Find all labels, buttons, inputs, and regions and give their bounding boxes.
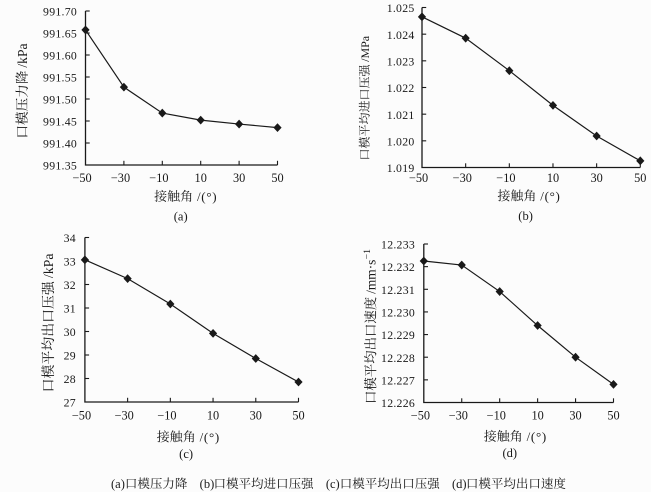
svg-text:32: 32 (64, 278, 76, 292)
svg-text:(a): (a) (111, 477, 125, 491)
svg-text:991.45: 991.45 (43, 115, 77, 129)
svg-text:1.021: 1.021 (387, 108, 415, 122)
svg-text:−30: −30 (111, 171, 130, 185)
svg-text:(a): (a) (174, 210, 188, 224)
svg-text:12.230: 12.230 (381, 306, 415, 320)
svg-text:30: 30 (64, 325, 76, 339)
svg-text:50: 50 (634, 171, 646, 185)
svg-text:50: 50 (607, 409, 619, 423)
svg-text:/(°): /(°) (527, 429, 547, 444)
svg-text:991.35: 991.35 (43, 159, 77, 173)
svg-text:28: 28 (64, 372, 76, 386)
svg-text:12.228: 12.228 (381, 351, 415, 365)
svg-text:−50: −50 (72, 409, 91, 423)
svg-text:30: 30 (590, 171, 602, 185)
svg-text:991.40: 991.40 (43, 137, 77, 151)
svg-text:10: 10 (531, 409, 543, 423)
svg-text:30: 30 (569, 409, 581, 423)
svg-text:−10: −10 (157, 409, 176, 423)
svg-text:(b): (b) (200, 477, 215, 491)
svg-text:−50: −50 (411, 409, 430, 423)
svg-text:/(°): /(°) (200, 429, 220, 444)
svg-text:12.231: 12.231 (381, 283, 415, 297)
svg-text:30: 30 (233, 171, 245, 185)
svg-text:12.232: 12.232 (381, 260, 415, 274)
svg-text:−30: −30 (449, 409, 468, 423)
svg-text:50: 50 (292, 409, 304, 423)
svg-text:−10: −10 (487, 409, 506, 423)
svg-text:1.020: 1.020 (387, 134, 415, 148)
svg-text:991.70: 991.70 (43, 5, 77, 19)
svg-text:1.024: 1.024 (387, 28, 415, 42)
svg-text:−10: −10 (149, 171, 168, 185)
svg-text:1.019: 1.019 (387, 161, 415, 175)
svg-text:(b): (b) (518, 209, 533, 223)
svg-text:−50: −50 (72, 171, 91, 185)
svg-text:−30: −30 (115, 409, 134, 423)
svg-text:/kPa: /kPa (15, 43, 30, 67)
svg-text:1.022: 1.022 (387, 81, 415, 95)
svg-text:−50: −50 (409, 171, 428, 185)
svg-text:29: 29 (64, 349, 76, 363)
svg-text:50: 50 (271, 171, 283, 185)
svg-text:−30: −30 (453, 171, 472, 185)
svg-text:12.227: 12.227 (381, 373, 415, 387)
svg-text:/kPa: /kPa (42, 253, 57, 278)
svg-text:−10: −10 (496, 171, 515, 185)
svg-text:10: 10 (195, 171, 207, 185)
svg-text:10: 10 (207, 409, 219, 423)
svg-text:33: 33 (64, 255, 76, 269)
svg-text:/MPa: /MPa (358, 35, 372, 62)
svg-text:(d): (d) (452, 477, 467, 491)
svg-text:991.65: 991.65 (43, 27, 77, 41)
svg-text:34: 34 (64, 231, 76, 245)
svg-text:10: 10 (547, 171, 559, 185)
svg-text:12.233: 12.233 (381, 238, 415, 252)
svg-text:31: 31 (64, 302, 76, 316)
svg-text:(c): (c) (179, 447, 193, 461)
svg-text:(c): (c) (326, 477, 340, 491)
svg-text:991.55: 991.55 (43, 71, 77, 85)
svg-text:991.50: 991.50 (43, 93, 77, 107)
svg-text:27: 27 (64, 396, 76, 410)
svg-text:/(°): /(°) (197, 189, 217, 204)
svg-text:1.023: 1.023 (387, 54, 415, 68)
svg-text:30: 30 (250, 409, 262, 423)
svg-text:991.60: 991.60 (43, 49, 77, 63)
svg-text:12.229: 12.229 (381, 328, 415, 342)
svg-text:1.025: 1.025 (387, 1, 415, 15)
svg-text:/mm·s: /mm·s (363, 260, 378, 294)
svg-text:(d): (d) (503, 446, 518, 460)
svg-text:−1: −1 (362, 249, 373, 259)
svg-text:12.226: 12.226 (381, 396, 415, 410)
svg-text:/(°): /(°) (540, 188, 560, 203)
